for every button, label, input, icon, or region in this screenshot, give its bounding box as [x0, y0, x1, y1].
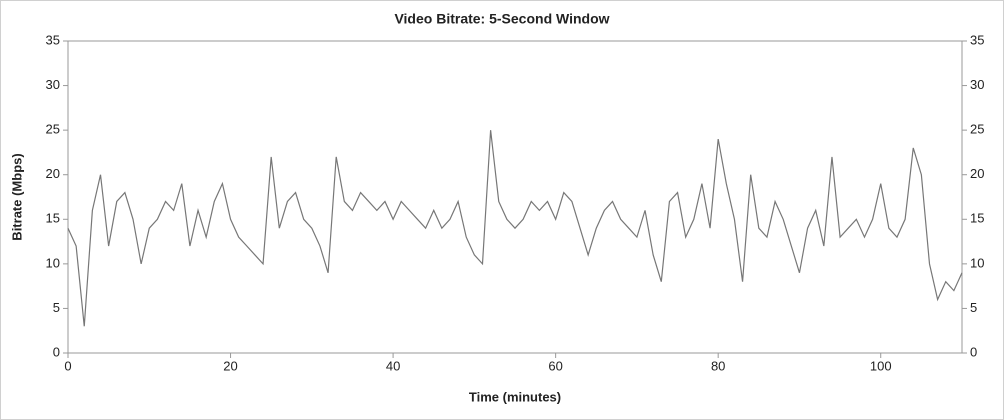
- x-tick-label: 100: [870, 358, 892, 373]
- y2-tick-label: 15: [970, 211, 984, 226]
- y2-tick-label: 20: [970, 166, 984, 181]
- y-axis-label: Bitrate (Mbps): [9, 153, 24, 240]
- data-line: [67, 130, 963, 327]
- y2-tick-label: 25: [970, 122, 984, 137]
- x-tick-label: 60: [548, 358, 562, 373]
- y2-tick-label: 30: [970, 77, 984, 92]
- x-tick-label: 80: [711, 358, 725, 373]
- y2-tick-label: 10: [970, 255, 984, 270]
- x-tick-label: 20: [223, 358, 237, 373]
- y2-tick-label: 35: [970, 32, 984, 47]
- y-tick-label: 20: [46, 166, 60, 181]
- y-tick-label: 0: [53, 344, 60, 359]
- x-tick-label: 0: [64, 358, 71, 373]
- y-tick-label: 30: [46, 77, 60, 92]
- x-tick-label: 40: [386, 358, 400, 373]
- plot-frame: [67, 40, 963, 354]
- x-axis-label: Time (minutes): [469, 389, 561, 404]
- y-tick-label: 15: [46, 211, 60, 226]
- chart-title: Video Bitrate: 5-Second Window: [394, 11, 609, 27]
- y2-tick-label: 5: [970, 300, 977, 315]
- y2-tick-label: 0: [970, 344, 977, 359]
- y-tick-label: 10: [46, 255, 60, 270]
- y-tick-label: 5: [53, 300, 60, 315]
- y-tick-label: 25: [46, 122, 60, 137]
- y-tick-label: 35: [46, 32, 60, 47]
